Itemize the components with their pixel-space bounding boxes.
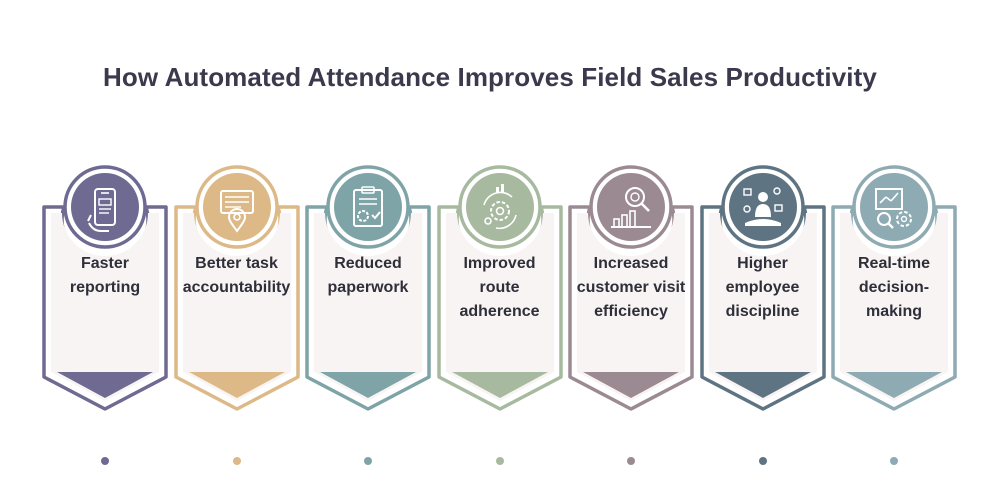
- step-label: Better task accountability: [182, 255, 291, 296]
- task-location-icon: [203, 175, 271, 243]
- card-outline: [436, 165, 563, 411]
- step-label: Higher employee discipline: [725, 255, 800, 320]
- growth-chart-search-icon: [597, 175, 665, 243]
- analysis-gears-icon: [860, 175, 928, 243]
- step-label: Improved route adherence: [459, 255, 540, 320]
- step-dot: [758, 457, 767, 465]
- step-dot: [495, 457, 504, 465]
- step-label: Faster reporting: [69, 255, 141, 296]
- step-card: Increased customer visit efficiency: [568, 158, 694, 411]
- step-dot: [232, 457, 241, 465]
- diagram-title: How Automated Attendance Improves Field …: [103, 62, 877, 92]
- step-label: Increased customer visit efficiency: [576, 255, 686, 320]
- step-card: Better task accountability: [173, 158, 300, 411]
- step-dot: [627, 457, 635, 465]
- mobile-report-icon: [71, 175, 139, 243]
- step-label: Real-time decision-making: [857, 255, 931, 320]
- route-gear-icon: [466, 175, 534, 243]
- step-card: Faster reporting: [42, 158, 168, 411]
- step-card: Higher employee discipline: [699, 158, 826, 411]
- clipboard-gear-icon: [334, 175, 402, 243]
- step-card: Improved route adherence: [436, 158, 563, 411]
- step-dot: [364, 457, 372, 465]
- card-outline: [831, 165, 957, 411]
- step-dot: [890, 457, 898, 465]
- card-outline: [42, 165, 168, 411]
- step-card: Real-time decision-making: [831, 158, 957, 411]
- step-card: Reduced paperwork: [305, 158, 431, 411]
- meditating-person-icon: [729, 175, 797, 243]
- step-dot: [101, 457, 109, 465]
- card-outline: [305, 165, 431, 411]
- step-label: Reduced paperwork: [327, 255, 409, 296]
